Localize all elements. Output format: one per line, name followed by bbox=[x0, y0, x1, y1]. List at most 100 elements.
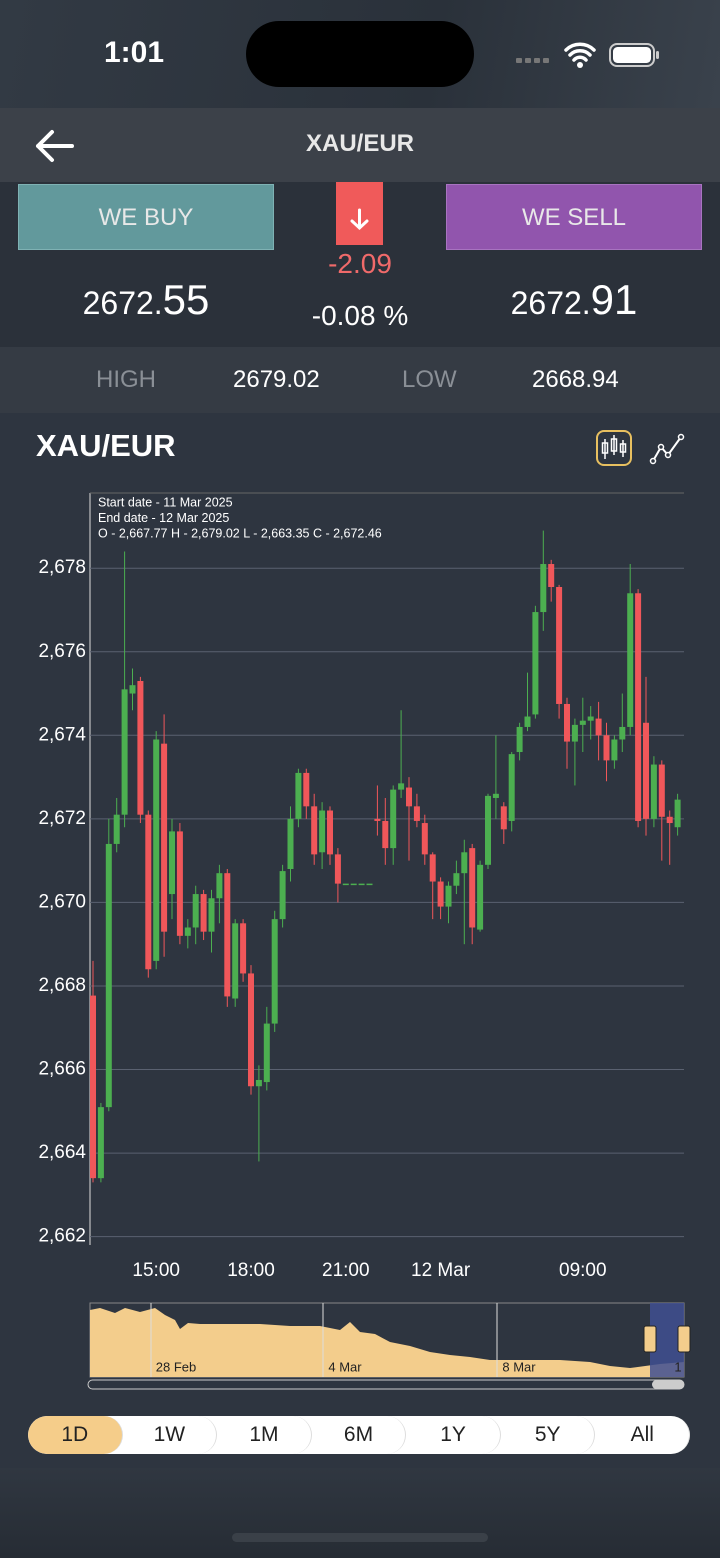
y-tick-label: 2,666 bbox=[38, 1059, 86, 1080]
candle-body bbox=[516, 726, 523, 753]
chart-card bbox=[0, 413, 720, 1468]
range-button[interactable]: All bbox=[595, 1416, 690, 1454]
chart: XAU/EUR 28 Feb 4 Mar 8 Mar 1 2,662 2,664 2,66… bbox=[36, 428, 691, 1390]
change: -2.09 bbox=[328, 248, 392, 279]
candle-body bbox=[216, 873, 223, 899]
range-button[interactable]: 5Y bbox=[501, 1416, 596, 1454]
buy-button[interactable]: WE BUY bbox=[18, 184, 274, 250]
price-whole: 2672. bbox=[510, 285, 591, 321]
candle-body bbox=[295, 772, 302, 819]
range-button[interactable]: 1D bbox=[28, 1416, 123, 1454]
candle-body bbox=[224, 873, 231, 997]
y-tick-label: 2,674 bbox=[38, 724, 86, 745]
candle-body bbox=[342, 883, 349, 886]
bottom-area bbox=[0, 1468, 720, 1558]
chart-title: XAU/EUR bbox=[36, 428, 176, 463]
range-button[interactable]: 1M bbox=[217, 1416, 312, 1454]
y-tick-label: 2,678 bbox=[38, 557, 86, 578]
candle-body bbox=[398, 783, 405, 790]
y-tick-label: 2,672 bbox=[38, 808, 86, 829]
candle-body bbox=[532, 612, 539, 715]
y-tick-label: 2,670 bbox=[38, 891, 86, 912]
candle-body bbox=[587, 716, 594, 721]
candle-body bbox=[674, 799, 681, 828]
range-button[interactable]: 1Y bbox=[406, 1416, 501, 1454]
candle-body bbox=[248, 973, 254, 1087]
candle-body bbox=[556, 587, 563, 704]
candle-body bbox=[492, 793, 499, 798]
high-low-bar bbox=[0, 347, 720, 413]
candle-body bbox=[319, 810, 326, 853]
change-percent: -0.08 % bbox=[311, 300, 409, 331]
candle-body bbox=[200, 894, 207, 932]
x-tick-label: 12 Mar bbox=[411, 1260, 471, 1281]
candle-body bbox=[500, 806, 507, 830]
candle-body bbox=[263, 1023, 270, 1083]
high-value: 2679.02 bbox=[233, 366, 320, 393]
candle-body bbox=[255, 1079, 262, 1087]
candle-body bbox=[635, 593, 642, 821]
candle-body bbox=[485, 795, 491, 865]
candle-body bbox=[390, 789, 397, 849]
candle-body bbox=[121, 689, 128, 815]
x-tick-label: 09:00 bbox=[559, 1260, 607, 1281]
chart-info: End date - 12 Mar 2025 bbox=[98, 511, 229, 525]
candle-body bbox=[350, 883, 357, 886]
candle-body bbox=[437, 881, 444, 907]
sell-price: 2672.91 bbox=[444, 276, 704, 324]
y-tick-label: 2,662 bbox=[38, 1226, 86, 1247]
candle-body bbox=[169, 831, 175, 895]
candle-body bbox=[311, 806, 318, 855]
candle-body bbox=[184, 927, 191, 936]
candle-body bbox=[429, 854, 436, 882]
candle-body bbox=[666, 816, 673, 824]
nav-title: XAU/EUR bbox=[305, 130, 414, 157]
candle-body bbox=[619, 726, 626, 740]
y-tick-label: 2,664 bbox=[38, 1142, 86, 1163]
nav-bar bbox=[0, 108, 720, 182]
down-indicator bbox=[336, 182, 383, 245]
status-time: 1:01 bbox=[104, 36, 165, 69]
buy-price: 2672.55 bbox=[16, 276, 276, 324]
candle-body bbox=[406, 787, 412, 807]
home-indicator bbox=[232, 1533, 488, 1542]
dynamic-island bbox=[246, 21, 474, 87]
back-button[interactable] bbox=[32, 128, 76, 164]
chart-info: Start date - 11 Mar 2025 bbox=[98, 495, 233, 509]
candle-body bbox=[477, 864, 484, 930]
candle-body bbox=[97, 1107, 104, 1179]
high-label: HIGH bbox=[96, 366, 156, 393]
candle-body bbox=[595, 718, 602, 736]
candle-body bbox=[208, 898, 215, 932]
navigator-label: 8 Mar bbox=[502, 1359, 536, 1374]
candle-body bbox=[105, 843, 112, 1108]
candle-body bbox=[90, 995, 96, 1179]
candle-body bbox=[279, 871, 286, 920]
candle-body bbox=[548, 564, 555, 587]
sell-button[interactable]: WE SELL bbox=[446, 184, 702, 250]
navigator-label: 1 bbox=[674, 1359, 681, 1374]
candle-body bbox=[453, 873, 460, 886]
candle-body bbox=[524, 716, 531, 727]
candle-body bbox=[469, 848, 476, 928]
line-toggle[interactable] bbox=[649, 433, 685, 465]
candle-body bbox=[627, 593, 634, 727]
range-button[interactable]: 1W bbox=[123, 1416, 218, 1454]
candle-body bbox=[303, 772, 310, 807]
candle-body bbox=[611, 739, 618, 761]
candle-body bbox=[287, 818, 294, 869]
candle-body bbox=[540, 564, 547, 613]
range-selector: 1D 1W 1M 6M 1Y 5Y All bbox=[28, 1416, 690, 1454]
candle-body bbox=[650, 764, 657, 819]
candle-body bbox=[413, 806, 420, 821]
candle-body bbox=[358, 883, 365, 886]
candle-body bbox=[232, 923, 239, 999]
candle-body bbox=[327, 810, 333, 855]
navigator: 28 Feb 4 Mar 8 Mar 1 bbox=[87, 1302, 691, 1390]
candle-toggle[interactable] bbox=[596, 430, 632, 466]
candle-body bbox=[374, 818, 381, 821]
range-button[interactable]: 6M bbox=[312, 1416, 407, 1454]
candle-body bbox=[571, 724, 578, 742]
candle-body bbox=[421, 823, 428, 855]
